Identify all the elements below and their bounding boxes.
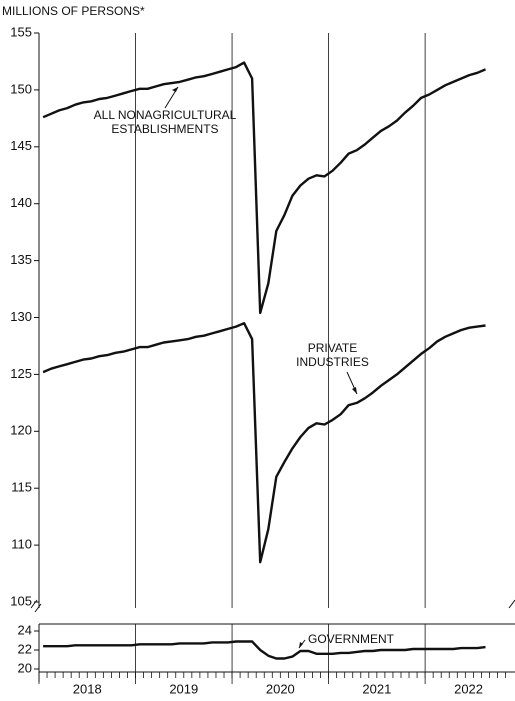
series-line [42, 322, 486, 564]
series-line [42, 61, 486, 315]
x-tick-label: 2021 [362, 681, 391, 696]
y-axis-label: MILLIONS OF PERSONS* [2, 4, 145, 18]
x-tick-label: 2022 [454, 681, 483, 696]
y-tick-label: 125 [10, 366, 32, 381]
y-tick-label: 140 [10, 195, 32, 210]
y-tick-label: 135 [10, 252, 32, 267]
y-tick-label: 120 [10, 423, 32, 438]
series-label: GOVERNMENT [308, 632, 395, 646]
series-label: PRIVATE INDUSTRIES [296, 341, 369, 369]
y-tick-label: 130 [10, 309, 32, 324]
y-tick-label: 24 [18, 622, 32, 637]
y-tick-label: 150 [10, 81, 32, 96]
y-tick-label: 115 [11, 480, 32, 495]
arrowhead [172, 87, 178, 92]
x-tick-label: 2020 [266, 681, 295, 696]
y-tick-label: 20 [18, 660, 32, 675]
arrowhead [299, 642, 303, 648]
axis-break [30, 599, 42, 613]
series-label: ALL NONAGRICULTURAL ESTABLISHMENTS [93, 108, 237, 136]
arrowhead [352, 387, 357, 394]
axis-break [508, 599, 515, 609]
y-tick-label: 22 [18, 641, 32, 656]
y-tick-label: 145 [10, 138, 32, 153]
x-tick-label: 2019 [169, 681, 198, 696]
x-tick-label: 2018 [73, 681, 102, 696]
y-tick-label: 105 [10, 593, 32, 608]
y-tick-label: 155 [10, 24, 32, 39]
series-line [43, 640, 486, 660]
y-tick-label: 110 [11, 537, 32, 552]
